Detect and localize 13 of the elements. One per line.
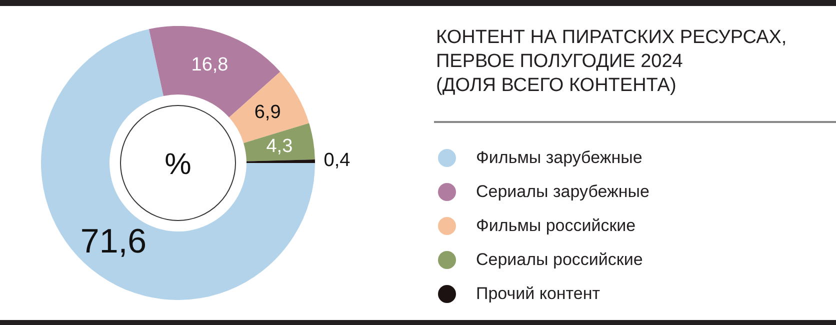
legend-label: Сериалы российские xyxy=(476,250,643,270)
data-label: 6,9 xyxy=(254,102,281,123)
data-label: 16,8 xyxy=(191,54,228,76)
legend-label: Прочий контент xyxy=(476,284,600,304)
legend-label: Фильмы зарубежные xyxy=(476,148,642,168)
legend-label: Фильмы российские xyxy=(476,216,636,236)
legend-label: Сериалы зарубежные xyxy=(476,182,650,202)
data-label: 4,3 xyxy=(266,136,293,157)
data-label: 71,6 xyxy=(80,222,147,260)
text: % xyxy=(164,148,192,182)
text: (ДОЛЯ ВСЕГО КОНТЕНТА) xyxy=(436,74,678,98)
data-label: 0,4 xyxy=(324,150,351,172)
text: КОНТЕНТ НА ПИРАТСКИХ РЕСУРСАХ, ПЕРВОЕ ПОЛУГОДИЕ 2024 xyxy=(436,26,788,74)
